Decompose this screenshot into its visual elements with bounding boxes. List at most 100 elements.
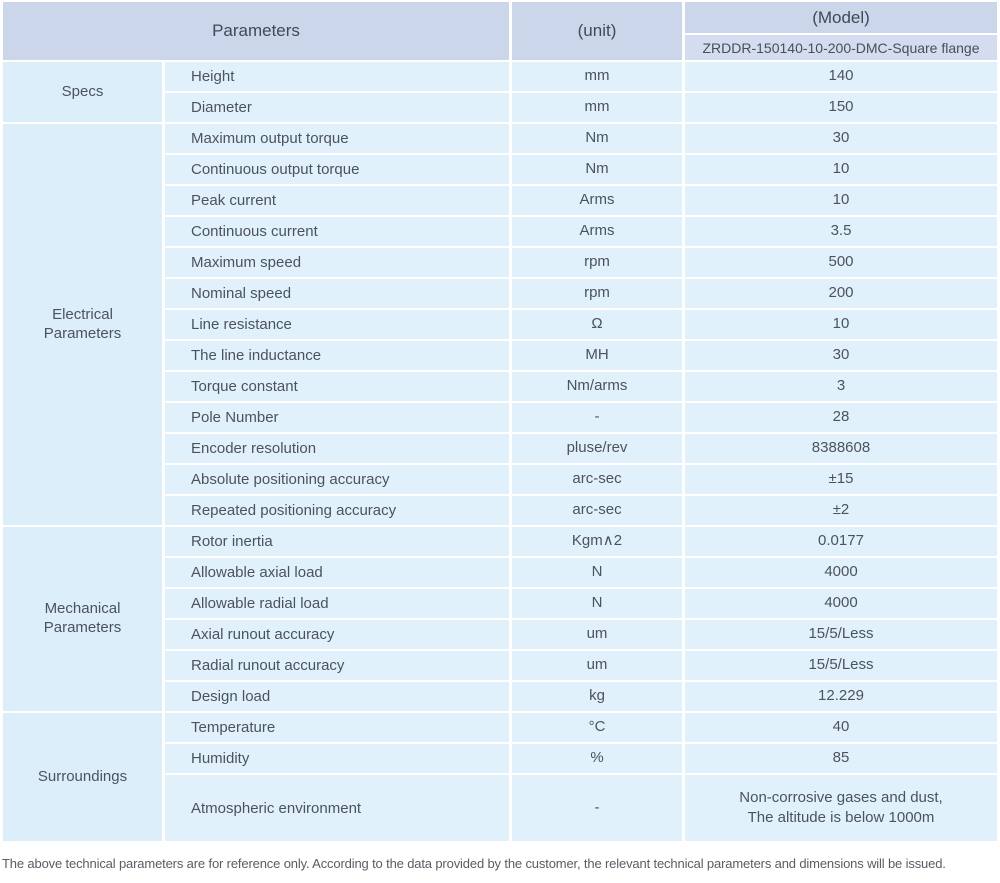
unit-column-header: (unit) — [512, 2, 682, 60]
group-label-surroundings: Surroundings — [3, 713, 162, 841]
parameter-name: Temperature — [165, 713, 509, 742]
table-row: Absolute positioning accuracy arc-sec ±15 — [3, 465, 997, 494]
table-row: Design load kg 12.229 — [3, 682, 997, 711]
model-spec-value: 30 — [685, 341, 997, 370]
footer-disclaimer: The above technical parameters are for r… — [2, 856, 946, 871]
model-spec-value: 8388608 — [685, 434, 997, 463]
parameter-name: Height — [165, 62, 509, 91]
model-spec-value: 140 — [685, 62, 997, 91]
unit-value: arc-sec — [512, 496, 682, 525]
model-spec-value: 28 — [685, 403, 997, 432]
model-spec-value: 4000 — [685, 589, 997, 618]
unit-value: kg — [512, 682, 682, 711]
parameter-name: Maximum speed — [165, 248, 509, 277]
parameter-name: Repeated positioning accuracy — [165, 496, 509, 525]
parameter-name: Allowable radial load — [165, 589, 509, 618]
table-row: Atmospheric environment - Non-corrosive ga… — [3, 775, 997, 841]
unit-value: MH — [512, 341, 682, 370]
table-row: Line resistance Ω 10 — [3, 310, 997, 339]
parameter-name: Axial runout accuracy — [165, 620, 509, 649]
parameter-name: Continuous current — [165, 217, 509, 246]
model-spec-value: 40 — [685, 713, 997, 742]
table-row: Peak current Arms 10 — [3, 186, 997, 215]
model-column-header: (Model) — [685, 2, 997, 33]
unit-value: % — [512, 744, 682, 773]
unit-value: um — [512, 620, 682, 649]
model-spec-value: 200 — [685, 279, 997, 308]
group-label-electrical-parameters: Electrical Parameters — [3, 124, 162, 525]
unit-value: arc-sec — [512, 465, 682, 494]
model-spec-value: 4000 — [685, 558, 997, 587]
unit-value: °C — [512, 713, 682, 742]
table-row: Continuous output torque Nm 10 — [3, 155, 997, 184]
unit-value: Nm — [512, 124, 682, 153]
model-spec-value: 3 — [685, 372, 997, 401]
model-spec-value: 10 — [685, 155, 997, 184]
table-row: Diameter mm 150 — [3, 93, 997, 122]
table-row: Encoder resolution pluse/rev 8388608 — [3, 434, 997, 463]
parameter-name: Peak current — [165, 186, 509, 215]
parameter-name: Design load — [165, 682, 509, 711]
model-spec-value: 3.5 — [685, 217, 997, 246]
table-row: Specs Height mm 140 — [3, 62, 997, 122]
table-row: The line inductance MH 30 — [3, 341, 997, 370]
table-row: Allowable axial load N 4000 — [3, 558, 997, 587]
parameter-name: Line resistance — [165, 310, 509, 339]
model-spec-value: 0.0177 — [685, 527, 997, 556]
model-spec-value: 500 — [685, 248, 997, 277]
model-spec-value: 12.229 — [685, 682, 997, 711]
unit-value: mm — [512, 93, 682, 122]
model-spec-value: 15/5/Less — [685, 620, 997, 649]
model-spec-value: ±15 — [685, 465, 997, 494]
parameter-name: Continuous output torque — [165, 155, 509, 184]
table-row: Surroundings Temperature °C 40 — [3, 713, 997, 841]
parameter-name: Pole Number — [165, 403, 509, 432]
table-row: Repeated positioning accuracy arc-sec ±2 — [3, 496, 997, 525]
unit-value: rpm — [512, 248, 682, 277]
unit-value: rpm — [512, 279, 682, 308]
parameter-name: Radial runout accuracy — [165, 651, 509, 680]
model-spec-value: 150 — [685, 93, 997, 122]
group-label-mechanical-parameters: Mechanical Parameters — [3, 527, 162, 711]
table-row: Humidity% 85 — [3, 744, 997, 773]
table-row: Torque constant Nm/arms 3 — [3, 372, 997, 401]
model-spec-value: Non-corrosive gases and dust, The altitu… — [685, 775, 997, 841]
parameters-column-header: Parameters — [3, 2, 509, 60]
table-row: Axial runout accuracy um 15/5/Less — [3, 620, 997, 649]
model-spec-value: 30 — [685, 124, 997, 153]
unit-value: - — [512, 775, 682, 841]
table-row: Pole Number -28 — [3, 403, 997, 432]
table-row: Radial runout accuracy um 15/5/Less — [3, 651, 997, 680]
unit-value: pluse/rev — [512, 434, 682, 463]
parameter-name: Maximum output torque — [165, 124, 509, 153]
parameter-name: Nominal speed — [165, 279, 509, 308]
unit-value: Arms — [512, 217, 682, 246]
spec-table: Parameters (unit) (Model) ZRDDR-150140-1… — [3, 2, 997, 841]
unit-value: Kgm∧2 — [512, 527, 682, 556]
unit-value: N — [512, 558, 682, 587]
group-label-specs: Specs — [3, 62, 162, 122]
table-row: Maximum speed rpm 500 — [3, 248, 997, 277]
parameter-name: Humidity — [165, 744, 509, 773]
parameter-name: Encoder resolution — [165, 434, 509, 463]
table-row: Electrical Parameters Maximum output torq… — [3, 124, 997, 525]
model-spec-value: 85 — [685, 744, 997, 773]
model-spec-value: 10 — [685, 310, 997, 339]
unit-value: um — [512, 651, 682, 680]
unit-value: mm — [512, 62, 682, 91]
unit-value: Nm — [512, 155, 682, 184]
parameter-name: Allowable axial load — [165, 558, 509, 587]
table-row: Mechanical Parameters Rotor inertia Kgm∧2 0… — [3, 527, 997, 711]
parameter-name: Atmospheric environment — [165, 775, 509, 841]
unit-value: Arms — [512, 186, 682, 215]
parameter-name: Torque constant — [165, 372, 509, 401]
parameter-name: Absolute positioning accuracy — [165, 465, 509, 494]
model-spec-value: ±2 — [685, 496, 997, 525]
parameter-name: The line inductance — [165, 341, 509, 370]
model-spec-value: 10 — [685, 186, 997, 215]
unit-value: Nm/arms — [512, 372, 682, 401]
unit-value: N — [512, 589, 682, 618]
table-row: Continuous current Arms 3.5 — [3, 217, 997, 246]
unit-value: - — [512, 403, 682, 432]
